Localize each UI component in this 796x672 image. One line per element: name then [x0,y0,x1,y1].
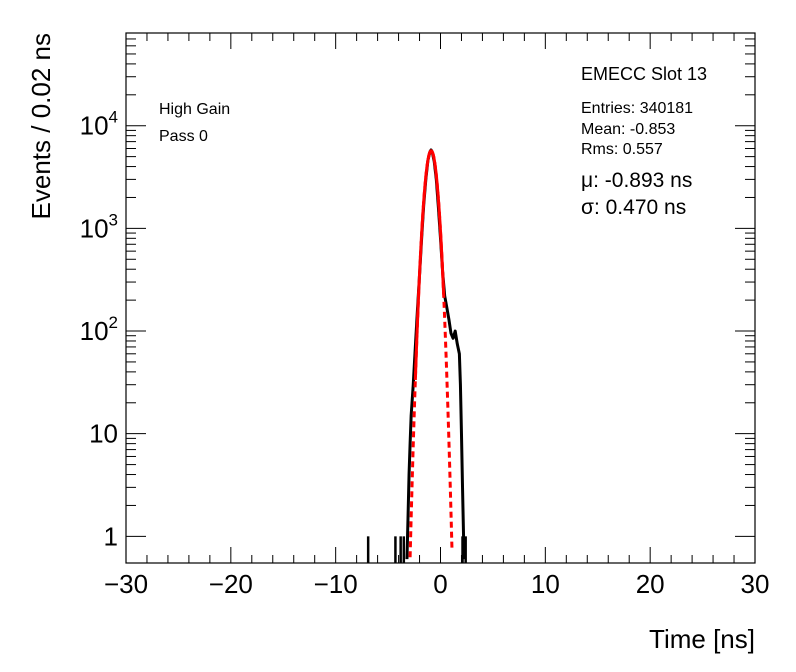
x-tick-label: −20 [209,569,253,599]
stat-sigma: σ: 0.470 ns [581,196,686,219]
stat-mu: μ: -0.893 ns [581,169,692,192]
stat-mean: Mean: -0.853 [581,121,675,138]
x-tick-label: 10 [531,569,560,599]
annotation-gain: High Gain [159,101,230,118]
x-tick-label: 30 [741,569,770,599]
series [366,148,467,563]
y-tick-label: 10 [89,419,118,449]
x-tick-label: −30 [104,569,148,599]
annotation-pass: Pass 0 [159,128,208,145]
y-axis-label: Events / 0.02 ns [26,33,56,219]
x-tick-label: 0 [433,569,447,599]
y-tick-label: 104 [80,108,118,141]
x-axis-label: Time [ns] [649,624,755,654]
stat-rms: Rms: 0.557 [581,141,663,158]
x-ticks: −30 −20 −10 0 10 20 30 [104,33,770,599]
x-tick-label: 20 [636,569,665,599]
fit-curve [413,149,446,380]
y-tick-label: 103 [80,210,118,243]
stat-entries: Entries: 340181 [581,100,693,117]
chart-title: EMECC Slot 13 [581,64,707,84]
y-tick-label: 1 [104,521,118,551]
y-tick-label: 102 [80,313,118,346]
x-tick-label: −10 [314,569,358,599]
y-ticks: 1 10 102 103 104 [80,32,755,551]
